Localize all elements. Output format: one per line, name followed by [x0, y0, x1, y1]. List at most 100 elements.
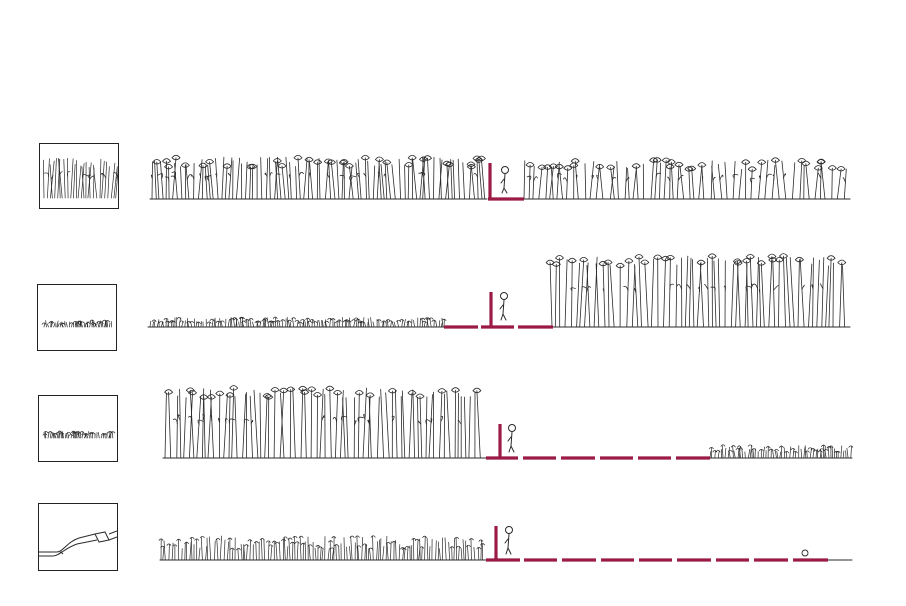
grass-stroke [765, 446, 771, 449]
grass-stroke [220, 320, 223, 328]
grass-stroke [200, 536, 203, 561]
grass-stroke [411, 538, 417, 541]
grass-stroke [198, 547, 201, 561]
grass-stroke [675, 264, 678, 328]
grass-stroke [270, 387, 280, 393]
grass-stroke [444, 537, 447, 561]
grass-stroke [350, 177, 353, 182]
grass-stroke [433, 156, 435, 200]
grass-stroke [292, 317, 295, 328]
grass-stroke [225, 392, 235, 398]
grass-stroke [298, 385, 308, 392]
grass-stroke [43, 430, 49, 434]
grass-stroke [190, 321, 193, 328]
grass-stroke [274, 541, 280, 545]
grass-stroke [532, 166, 535, 200]
grass-stroke [325, 321, 327, 328]
grass-stroke [774, 448, 779, 452]
grass-stroke [177, 414, 181, 421]
grass-stroke [83, 433, 89, 436]
grass-stroke [789, 257, 795, 328]
grass-stroke [224, 165, 228, 200]
grass-stroke [439, 390, 443, 459]
grass-stroke [710, 286, 716, 292]
grass-stroke [246, 164, 256, 170]
grass-stroke [216, 538, 219, 561]
grass-stroke [99, 320, 101, 328]
grass-stroke [342, 397, 346, 459]
grass-stroke [589, 161, 595, 200]
grass-stroke [99, 158, 102, 199]
grass-stroke [428, 317, 434, 320]
grass-stroke [773, 285, 779, 291]
grass-stroke [176, 395, 179, 459]
grass-stroke [243, 418, 249, 424]
grass-stroke [187, 321, 190, 328]
grass-stroke [188, 416, 193, 422]
grass-stroke [584, 262, 589, 328]
grass-stroke [684, 166, 694, 172]
grass-stroke [401, 547, 407, 550]
path-marker [488, 163, 524, 201]
grass-stroke [346, 320, 352, 323]
grass-stroke [215, 158, 219, 200]
grass-stroke [290, 541, 295, 544]
grass-stroke [88, 431, 90, 439]
grass-stroke [456, 545, 461, 549]
grass-stroke [215, 173, 218, 178]
grass-stroke [249, 539, 251, 561]
grass-stroke [428, 546, 431, 561]
grass-stroke [332, 416, 338, 423]
grass-stroke [724, 447, 727, 459]
grass-stroke [814, 167, 819, 200]
grass-stroke [549, 166, 554, 200]
grass-stroke [240, 316, 245, 320]
grass-stroke [348, 166, 353, 200]
grass-stroke [595, 164, 605, 170]
grass-stroke [473, 547, 476, 561]
grass-stroke [199, 173, 201, 178]
grass-stroke [396, 320, 399, 328]
grass-stroke [240, 544, 243, 561]
grass-stroke [473, 173, 478, 178]
grass-stroke [307, 321, 310, 328]
grass-stroke [598, 260, 608, 267]
grass-stroke [460, 548, 463, 561]
grass-stroke [285, 156, 290, 200]
grass-stroke [321, 415, 325, 421]
grass-stroke [842, 265, 845, 328]
grass-stroke [278, 320, 281, 328]
grass-stroke [756, 260, 766, 266]
grass-stroke [799, 160, 803, 200]
grass-stroke [264, 394, 274, 400]
grass-stroke [382, 546, 385, 561]
grass-stroke [363, 414, 366, 420]
grass-stroke [198, 162, 208, 169]
grass-stroke [364, 543, 366, 561]
grass-stroke [698, 164, 703, 200]
grass-stroke [523, 160, 526, 200]
grass-stroke [417, 396, 419, 459]
grass-stroke [247, 319, 249, 328]
grass-stroke [198, 159, 203, 200]
grass-stroke [424, 536, 426, 561]
grass-stroke [57, 430, 63, 433]
grass-stroke [528, 164, 531, 200]
grass-stroke [151, 161, 153, 200]
grass-stroke [758, 289, 761, 294]
grass-stroke [820, 161, 822, 200]
standing-person-icon [507, 424, 516, 453]
grass-stroke [228, 394, 231, 459]
grass-stroke [417, 420, 422, 425]
grass-stroke [404, 162, 414, 168]
grass-stroke [189, 390, 195, 459]
grass-stroke [747, 166, 757, 172]
grass-stroke [278, 541, 281, 561]
grass-stroke [358, 321, 363, 324]
grass-stroke [412, 389, 415, 459]
grass-stroke [581, 286, 587, 291]
grass-stroke [67, 432, 70, 439]
grass-stroke [615, 262, 625, 269]
grass-stroke [203, 396, 206, 459]
grass-stroke [407, 164, 410, 200]
